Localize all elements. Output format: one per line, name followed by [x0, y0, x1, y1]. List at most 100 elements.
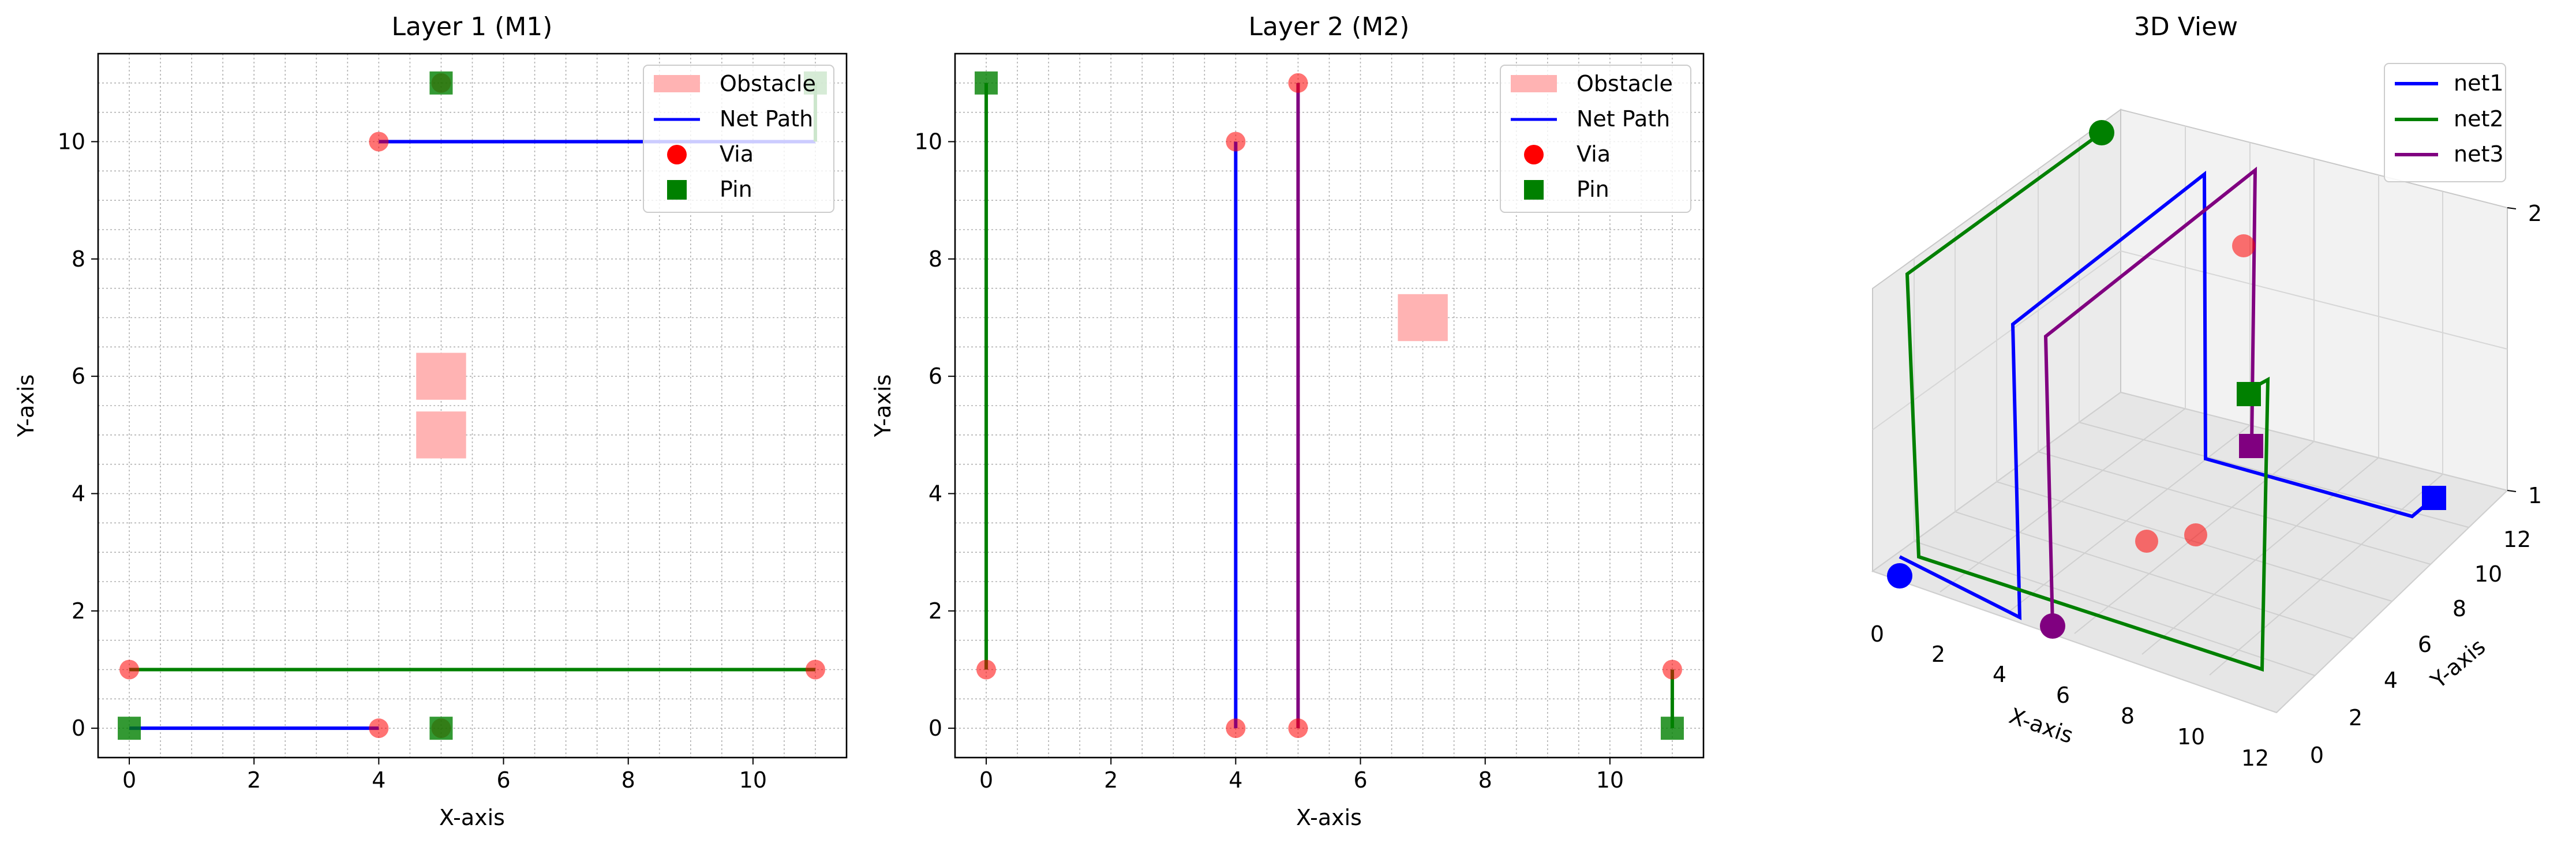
3d-net2-trace	[1905, 131, 2270, 672]
via-marker	[369, 132, 389, 152]
pin-marker	[118, 717, 141, 740]
legend-net-path-label: Net Path	[720, 106, 813, 132]
legend-obstacle-swatch	[1511, 75, 1557, 92]
x-tick-label: 0	[122, 767, 136, 793]
pin-marker	[429, 717, 453, 740]
legend-net3-label: net3	[2454, 141, 2504, 167]
y-tick-label: 0	[928, 715, 942, 741]
3d-y-tick: 10	[2474, 561, 2502, 587]
3d-x-tick: 2	[1931, 642, 1945, 667]
legend-pin-swatch	[1524, 180, 1544, 200]
3d-via	[2135, 530, 2158, 553]
pin-marker	[429, 71, 453, 95]
legend-net2-label: net2	[2454, 106, 2504, 132]
layer2-net-paths	[984, 83, 1674, 729]
legend-obstacle-label: Obstacle	[1577, 71, 1673, 96]
3d-net2-pin-square	[2237, 382, 2261, 406]
x-tick-label: 6	[1353, 767, 1367, 793]
layer2-legend: Obstacle Net Path Via Pin	[1500, 65, 1691, 213]
via-marker	[976, 659, 997, 680]
y-tick-label: 2	[72, 598, 85, 624]
via-marker	[1662, 659, 1682, 680]
3d-x-tick: 12	[2241, 745, 2269, 771]
y-tick-label: 6	[928, 363, 942, 389]
3d-y-tick: 6	[2418, 632, 2432, 657]
3d-z-tick: 1	[2528, 483, 2542, 508]
3d-net1-trace	[1899, 170, 2432, 620]
3d-via	[2232, 234, 2255, 257]
3d-x-tick: 4	[1993, 662, 2006, 687]
x-tick-label: 4	[1229, 767, 1242, 793]
x-tick-label: 2	[247, 767, 261, 793]
3d-net2-pin	[2089, 120, 2114, 145]
layer1-legend: Obstacle Net Path Via Pin	[643, 65, 834, 213]
layer2-chart: Layer 2 (M2) 0 2 4 6 8 10 0 2 4 6 8 10 X-axis Y-axi…	[870, 12, 1705, 830]
legend-pin-label: Pin	[1577, 177, 1609, 202]
x-tick-label: 6	[496, 767, 510, 793]
y-tick-label: 10	[915, 129, 942, 155]
y-tick-label: 10	[58, 129, 85, 155]
x-tick-label: 2	[1104, 767, 1118, 793]
3d-x-tick: 0	[1870, 621, 1884, 647]
via-marker	[369, 718, 389, 739]
3d-x-tick: 6	[2056, 683, 2070, 708]
layer1-plot-frame	[97, 53, 848, 759]
legend-via-label: Via	[720, 141, 754, 167]
3d-y-tick: 8	[2453, 596, 2466, 621]
obstacle	[1398, 294, 1448, 342]
y-tick-label: 8	[72, 246, 85, 272]
3d-y-tick: 4	[2384, 668, 2398, 693]
3d-via	[2184, 523, 2207, 546]
legend-pin-label: Pin	[720, 177, 752, 202]
y-tick-label: 2	[928, 598, 942, 624]
layer1-y-axis-label: Y-axis	[13, 374, 39, 438]
3d-net3-pin	[2040, 613, 2065, 639]
obstacle	[416, 353, 466, 400]
layer2-obstacles	[1398, 294, 1448, 342]
via-marker	[805, 659, 825, 680]
legend-via-swatch	[667, 145, 687, 164]
pin-marker	[975, 71, 998, 95]
x-tick-label: 0	[979, 767, 993, 793]
legend-via-label: Via	[1577, 141, 1611, 167]
layer1-title: Layer 1 (M1)	[392, 12, 553, 42]
via-marker	[1226, 132, 1246, 152]
layer2-ticks: 0 2 4 6 8 10 0 2 4 6 8 10	[915, 129, 1624, 793]
3d-net1-pin-square	[2422, 486, 2446, 510]
legend-net1-label: net1	[2454, 70, 2504, 96]
3d-z-tick: 2	[2528, 201, 2542, 226]
3d-view-legend: net1 net2 net3	[2384, 63, 2506, 182]
3d-x-tick: 8	[2121, 703, 2135, 729]
3d-net3-pin-square	[2239, 434, 2263, 458]
layer1-x-axis-label: X-axis	[439, 805, 505, 830]
layer1-chart: Layer 1 (M1) 0 2 4 6 8 10 0 2 4 6 8 10 X-axis Y-axi…	[13, 12, 848, 830]
pin-marker	[1660, 717, 1684, 740]
legend-pin-swatch	[667, 180, 687, 200]
3d-net1-pin	[1887, 563, 1912, 589]
layer2-x-axis-label: X-axis	[1296, 805, 1362, 830]
3d-x-tick: 10	[2177, 724, 2205, 749]
3d-view-chart: 3D View	[1870, 12, 2542, 771]
layer2-title: Layer 2 (M2)	[1249, 12, 1410, 42]
y-tick-label: 8	[928, 246, 942, 272]
x-tick-label: 4	[372, 767, 385, 793]
x-tick-label: 8	[621, 767, 635, 793]
layer2-pins	[975, 71, 1684, 740]
x-tick-label: 10	[1596, 767, 1624, 793]
obstacle	[416, 411, 466, 459]
3d-net3-trace	[2043, 166, 2257, 627]
layer2-plot-frame	[954, 53, 1705, 759]
3d-y-tick: 0	[2310, 743, 2324, 768]
3d-y-tick: 2	[2349, 705, 2362, 730]
legend-net-path-label: Net Path	[1577, 106, 1670, 132]
x-tick-label: 10	[739, 767, 767, 793]
3d-y-tick-labels: 0 2 4 6 8 10 12	[2310, 527, 2531, 768]
y-tick-label: 4	[928, 481, 942, 507]
y-tick-label: 4	[72, 481, 85, 507]
legend-via-swatch	[1524, 145, 1544, 164]
via-marker	[119, 659, 140, 680]
3d-x-tick-labels: 0 2 4 6 8 10 12	[1870, 621, 2269, 771]
x-tick-label: 8	[1478, 767, 1492, 793]
3d-wall-grid	[1872, 126, 2508, 541]
